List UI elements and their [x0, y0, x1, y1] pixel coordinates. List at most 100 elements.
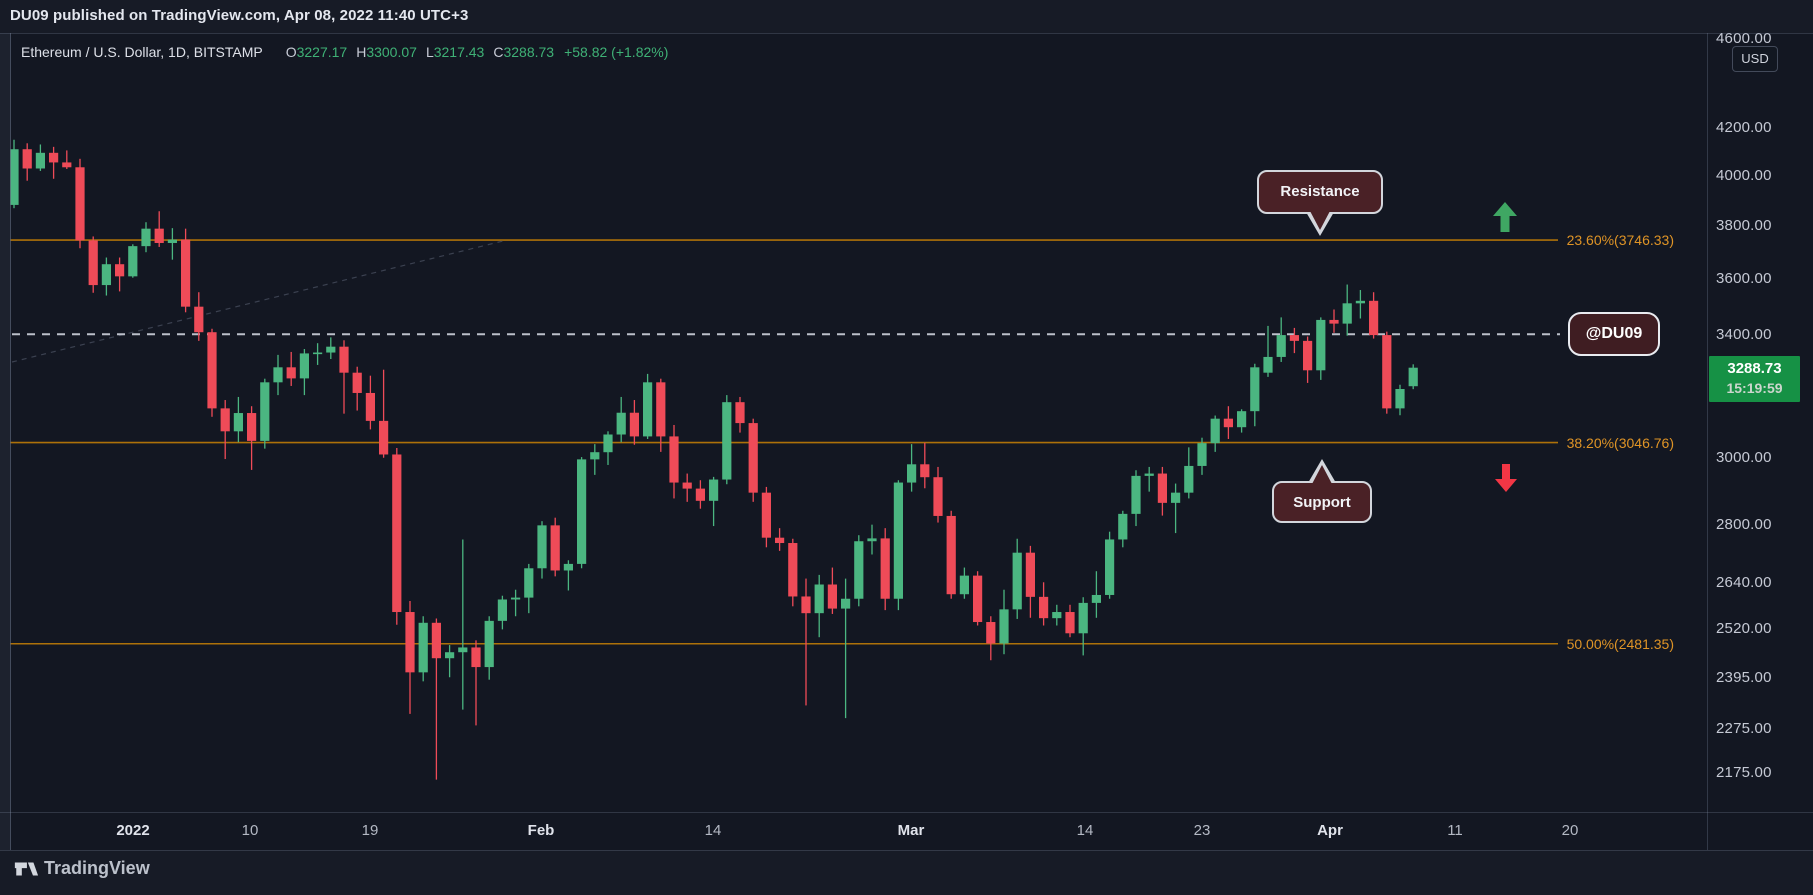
candle-2022-01-07	[207, 328, 217, 417]
candle-2022-04-02	[1329, 309, 1339, 333]
candle-2022-03-27	[1250, 363, 1260, 427]
ohlc-close-value: 3288.73	[503, 44, 555, 60]
symbol-title[interactable]: Ethereum / U.S. Dollar, 1D, BITSTAMP	[21, 44, 263, 60]
candle-2022-02-23	[827, 567, 837, 614]
fib-trendline[interactable]	[11, 240, 504, 363]
candle-2022-01-17	[339, 340, 349, 414]
candle-2022-01-18	[352, 366, 362, 411]
price-scale-label: 2520.00	[1716, 619, 1772, 637]
time-axis[interactable]: 2022 10 19 Feb 14 Mar 14 23 Apr 11 20	[0, 812, 1813, 850]
last-price-value: 3288.73	[1727, 359, 1782, 377]
candle-2022-02-16	[735, 396, 745, 433]
ohlc-close-key: C	[493, 44, 504, 60]
candle-2022-03-11	[1039, 582, 1049, 626]
attribution-text: DU09 published on TradingView.com, Apr 0…	[10, 7, 469, 24]
ohlc-open-value: 3227.17	[296, 44, 348, 60]
candle-2022-02-28	[893, 480, 903, 611]
candle-2022-03-06	[973, 571, 983, 626]
time-axis-border	[0, 812, 1813, 813]
callout-tail	[1310, 211, 1330, 230]
candle-2022-02-06	[603, 431, 613, 465]
candle-2022-04-01	[1316, 317, 1326, 380]
candle-2022-03-26	[1237, 409, 1247, 433]
candle-2021-12-23	[10, 139, 19, 209]
candle-2022-03-29	[1276, 317, 1286, 362]
candle-2022-03-07	[986, 616, 996, 661]
candle-2022-01-24	[431, 618, 441, 780]
time-axis-label: 11	[1447, 822, 1463, 839]
candle-2022-02-20	[788, 538, 798, 607]
candle-2022-02-03	[563, 560, 573, 591]
candle-2022-01-20	[379, 369, 389, 458]
down-arrow-drawing[interactable]	[1495, 464, 1517, 497]
time-axis-label: 2022	[116, 822, 150, 839]
candle-2022-01-28	[484, 616, 494, 680]
candle-2022-02-10	[656, 378, 666, 452]
ohlc-open-key: O	[285, 44, 297, 60]
candle-2022-03-10	[1025, 545, 1035, 618]
candle-2021-12-27	[62, 150, 72, 169]
candle-2022-02-22	[814, 574, 824, 638]
price-scale[interactable]: 4600.00 4200.00 4000.00 3800.00 3600.00 3400.…	[1707, 0, 1813, 895]
candle-2022-02-12	[682, 473, 692, 502]
resistance-label: Resistance	[1280, 183, 1360, 200]
ohlc-low-value: 3217.43	[433, 44, 485, 60]
candle-2022-02-15	[722, 395, 732, 485]
candle-2022-02-02	[550, 517, 560, 577]
candle-2022-03-05	[959, 567, 969, 599]
candle-2022-03-12	[1052, 604, 1062, 626]
candle-2022-03-17	[1118, 510, 1128, 548]
currency-unit-button[interactable]: USD	[1732, 46, 1778, 72]
support-label: Support	[1293, 494, 1351, 511]
chart-pane[interactable]	[0, 33, 1813, 850]
support-callout[interactable]: Support	[1272, 459, 1372, 523]
candle-2022-02-18	[761, 486, 771, 548]
price-scale-label: 2800.00	[1716, 516, 1772, 534]
candle-2022-03-20	[1157, 466, 1167, 516]
time-axis-label: 14	[704, 822, 722, 839]
candle-2021-12-24	[22, 143, 32, 181]
tradingview-logo-icon	[14, 862, 39, 876]
symbol-legend[interactable]: Ethereum / U.S. Dollar, 1D, BITSTAMP O322…	[21, 44, 668, 60]
fib-label-382[interactable]: 38.20%(3046.76)	[1566, 434, 1674, 451]
tradingview-brand-text[interactable]: TradingView	[44, 858, 150, 878]
time-axis-label: 19	[361, 822, 379, 839]
candle-2022-02-08	[629, 400, 639, 445]
candle-2022-02-13	[695, 480, 705, 509]
candle-2022-01-23	[418, 616, 428, 682]
candle-2022-01-19	[365, 375, 375, 430]
candle-2022-01-31	[524, 563, 534, 614]
arrow-down-icon	[1495, 464, 1517, 492]
candle-2022-01-26	[458, 539, 468, 710]
candle-2022-03-18	[1131, 470, 1141, 527]
price-scale-label: 3000.00	[1716, 448, 1772, 466]
candle-2022-01-04	[167, 228, 177, 260]
candle-2021-12-25	[35, 144, 45, 171]
up-arrow-drawing[interactable]	[1493, 202, 1517, 237]
ohlc-high-value: 3300.07	[366, 44, 417, 60]
candle-2022-03-01	[907, 444, 917, 492]
last-price-badge: 3288.73 15:19:59	[1709, 355, 1800, 402]
resistance-callout[interactable]: Resistance	[1257, 170, 1383, 236]
candle-2022-03-30	[1289, 327, 1299, 354]
candle-2022-01-22	[405, 601, 415, 714]
candle-2022-01-05	[181, 228, 191, 313]
candle-2022-03-04	[946, 510, 956, 599]
candle-2022-03-31	[1303, 336, 1313, 383]
candle-2022-01-27	[471, 640, 481, 726]
publisher-badge[interactable]: @DU09	[1568, 312, 1660, 357]
price-scale-label: 2395.00	[1716, 669, 1772, 687]
candle-2022-02-25	[854, 535, 864, 607]
fib-label-500[interactable]: 50.00%(2481.35)	[1566, 635, 1674, 652]
price-scale-label: 2175.00	[1716, 763, 1772, 781]
pane-left-border	[10, 33, 11, 850]
candle-2022-03-15	[1091, 571, 1101, 618]
candle-2022-03-19	[1144, 466, 1154, 492]
candle-2022-02-07	[616, 396, 626, 443]
callout-tail	[1312, 465, 1332, 484]
candle-2022-01-09	[233, 396, 243, 443]
time-axis-label: 10	[241, 822, 259, 839]
tradingview-logo[interactable]	[13, 856, 39, 887]
fib-label-236[interactable]: 23.60%(3746.33)	[1566, 232, 1674, 249]
